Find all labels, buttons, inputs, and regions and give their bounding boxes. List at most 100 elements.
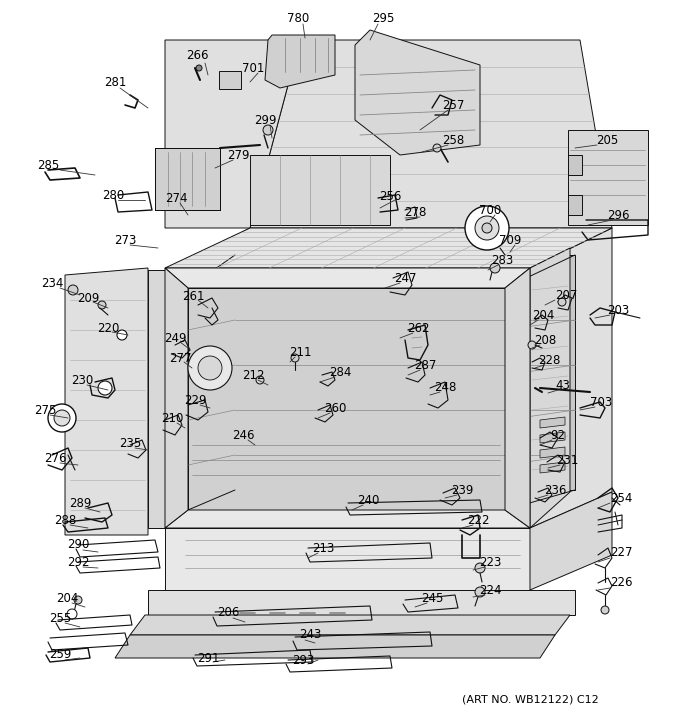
Circle shape — [291, 354, 299, 362]
Circle shape — [465, 206, 509, 250]
Text: 222: 222 — [466, 513, 489, 526]
Text: 245: 245 — [421, 592, 443, 605]
Circle shape — [98, 301, 106, 309]
Text: 234: 234 — [41, 276, 63, 289]
Polygon shape — [568, 195, 582, 215]
Text: 203: 203 — [607, 304, 629, 317]
Circle shape — [475, 563, 485, 573]
Text: 231: 231 — [556, 454, 578, 466]
Text: 285: 285 — [37, 159, 59, 172]
Text: 780: 780 — [287, 12, 309, 25]
Circle shape — [528, 341, 536, 349]
Text: 220: 220 — [97, 321, 119, 334]
Text: 288: 288 — [54, 513, 76, 526]
Text: 247: 247 — [394, 271, 416, 284]
Text: 261: 261 — [182, 289, 204, 302]
Text: 254: 254 — [610, 492, 632, 505]
Text: 229: 229 — [184, 394, 206, 407]
Text: 273: 273 — [114, 233, 136, 247]
Circle shape — [188, 346, 232, 390]
Polygon shape — [540, 432, 565, 443]
Text: 287: 287 — [414, 358, 436, 371]
Text: 296: 296 — [607, 209, 629, 222]
Text: 291: 291 — [197, 652, 219, 665]
Polygon shape — [540, 462, 565, 473]
Polygon shape — [148, 590, 575, 615]
Text: 211: 211 — [289, 346, 311, 358]
Text: 206: 206 — [217, 607, 239, 619]
Circle shape — [98, 381, 112, 395]
Circle shape — [48, 404, 76, 432]
Polygon shape — [235, 255, 575, 490]
Text: 226: 226 — [610, 576, 632, 589]
Circle shape — [263, 125, 273, 135]
Circle shape — [482, 223, 492, 233]
Text: 275: 275 — [34, 404, 56, 416]
Text: 236: 236 — [544, 484, 566, 497]
Circle shape — [74, 596, 82, 604]
Text: 701: 701 — [242, 62, 265, 75]
Text: 92: 92 — [551, 428, 566, 442]
Text: 295: 295 — [372, 12, 394, 25]
Polygon shape — [250, 40, 612, 228]
Polygon shape — [540, 447, 565, 458]
Polygon shape — [505, 268, 530, 528]
Polygon shape — [165, 268, 530, 528]
Polygon shape — [568, 155, 582, 175]
Text: 274: 274 — [165, 191, 187, 204]
Text: 235: 235 — [119, 436, 141, 450]
Text: 262: 262 — [407, 321, 429, 334]
Text: 204: 204 — [56, 592, 78, 605]
Circle shape — [54, 410, 70, 426]
Circle shape — [433, 144, 441, 152]
Polygon shape — [530, 492, 612, 590]
Text: 228: 228 — [538, 354, 560, 367]
Polygon shape — [540, 417, 565, 428]
Text: 289: 289 — [69, 497, 91, 510]
Polygon shape — [165, 528, 530, 590]
Text: 700: 700 — [479, 204, 501, 217]
Text: 292: 292 — [67, 555, 89, 568]
Polygon shape — [115, 635, 555, 658]
Text: 277: 277 — [169, 352, 191, 365]
Text: 210: 210 — [160, 412, 183, 425]
FancyBboxPatch shape — [219, 71, 241, 89]
Circle shape — [558, 298, 566, 306]
Polygon shape — [265, 35, 335, 88]
Text: 224: 224 — [479, 584, 501, 597]
Text: 240: 240 — [357, 494, 379, 507]
Polygon shape — [568, 130, 648, 225]
Text: 290: 290 — [67, 539, 89, 552]
Text: 243: 243 — [299, 629, 321, 642]
Text: 205: 205 — [596, 133, 618, 146]
Polygon shape — [165, 268, 188, 528]
Circle shape — [117, 330, 127, 340]
Circle shape — [475, 216, 499, 240]
Text: 223: 223 — [479, 555, 501, 568]
Circle shape — [475, 587, 485, 597]
Text: 207: 207 — [555, 289, 577, 302]
Text: 256: 256 — [379, 189, 401, 202]
Polygon shape — [165, 40, 300, 228]
Text: 259: 259 — [49, 648, 71, 661]
Polygon shape — [155, 148, 220, 210]
Text: 204: 204 — [532, 309, 554, 321]
Circle shape — [67, 609, 77, 619]
Text: 258: 258 — [442, 133, 464, 146]
Polygon shape — [530, 228, 612, 528]
Text: 239: 239 — [451, 484, 473, 497]
Text: 266: 266 — [186, 49, 208, 62]
Polygon shape — [165, 268, 530, 288]
Text: 260: 260 — [324, 402, 346, 415]
Text: 276: 276 — [44, 452, 66, 465]
Text: 230: 230 — [71, 373, 93, 386]
Polygon shape — [250, 155, 390, 225]
Polygon shape — [175, 228, 612, 268]
Text: 293: 293 — [292, 653, 314, 666]
Polygon shape — [148, 270, 165, 528]
Polygon shape — [65, 268, 148, 535]
Text: (ART NO. WB12122) C12: (ART NO. WB12122) C12 — [462, 695, 598, 705]
Circle shape — [601, 606, 609, 614]
Polygon shape — [530, 248, 570, 528]
Polygon shape — [165, 228, 612, 268]
